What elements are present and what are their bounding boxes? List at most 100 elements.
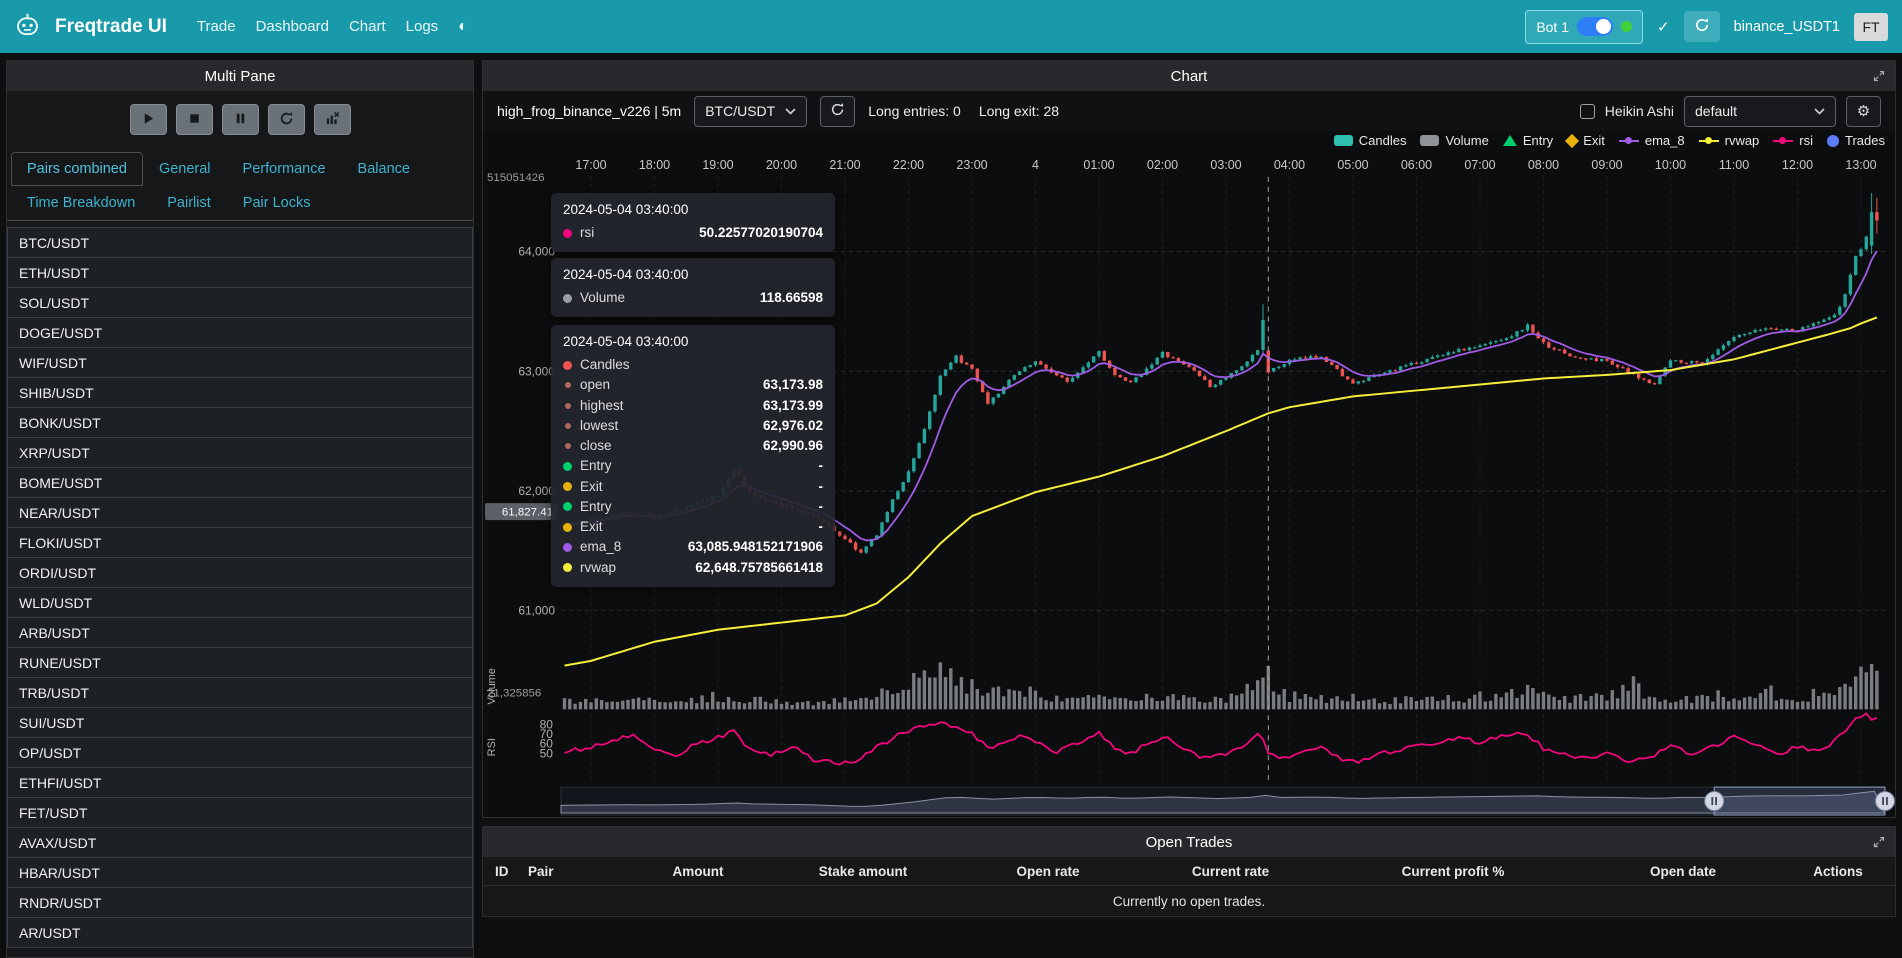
bot-reload-config-button[interactable] bbox=[267, 104, 305, 135]
pair-item-near-usdt[interactable]: NEAR/USDT bbox=[7, 497, 473, 528]
tab-pair-locks[interactable]: Pair Locks bbox=[242, 195, 311, 211]
nav-handle-left[interactable] bbox=[1704, 791, 1725, 812]
pair-item-floki-usdt[interactable]: FLOKI/USDT bbox=[7, 527, 473, 558]
tooltip-value: 63,085.948152171906 bbox=[687, 539, 823, 555]
bot-selector[interactable]: Bot 1 bbox=[1525, 9, 1644, 44]
tab-general[interactable]: General bbox=[158, 161, 211, 177]
nav-link-logs[interactable]: Logs bbox=[405, 18, 439, 35]
svg-text:10:00: 10:00 bbox=[1655, 158, 1686, 172]
pair-item-ar-usdt[interactable]: AR/USDT bbox=[7, 917, 473, 948]
legend-item-candles[interactable]: Candles bbox=[1333, 133, 1406, 148]
heikin-ashi-checkbox[interactable] bbox=[1579, 103, 1595, 119]
legend-item-exit[interactable]: Exit bbox=[1565, 133, 1605, 148]
tooltip-row-close: close 62,990.96 bbox=[563, 436, 823, 456]
open-trades-panel: Open Trades ID Pair Amount Stake amount Open… bbox=[482, 826, 1896, 917]
refresh-chart-button[interactable] bbox=[820, 95, 856, 127]
pair-item-trb-usdt[interactable]: TRB/USDT bbox=[7, 677, 473, 708]
pair-item-xrp-usdt[interactable]: XRP/USDT bbox=[7, 437, 473, 468]
navigator-window[interactable] bbox=[1713, 786, 1886, 816]
legend-item-rsi[interactable]: rsi bbox=[1773, 133, 1813, 148]
bot-pause-button[interactable] bbox=[221, 104, 259, 135]
pair-item-sol-usdt[interactable]: SOL/USDT bbox=[7, 287, 473, 318]
long-entries-label: Long entries: 0 bbox=[868, 103, 961, 119]
chart-title: Chart bbox=[1170, 67, 1208, 85]
pair-select[interactable]: BTC/USDT bbox=[694, 95, 808, 127]
pair-item-eth-usdt[interactable]: ETH/USDT bbox=[7, 257, 473, 288]
bot-toggle[interactable] bbox=[1577, 17, 1614, 36]
col-id: ID bbox=[495, 863, 509, 879]
legend-item-entry[interactable]: Entry bbox=[1502, 133, 1553, 148]
tab-performance[interactable]: Performance bbox=[242, 161, 326, 177]
legend-swatch-exit bbox=[1565, 133, 1580, 148]
plot-settings-button[interactable]: ⚙ bbox=[1846, 95, 1881, 127]
nav-link-chart[interactable]: Chart bbox=[348, 18, 386, 35]
pair-item-wif-usdt[interactable]: WIF/USDT bbox=[7, 347, 473, 378]
pair-item-ordi-usdt[interactable]: ORDI/USDT bbox=[7, 557, 473, 588]
tab-time-breakdown[interactable]: Time Breakdown bbox=[27, 195, 136, 211]
bot-stop-button[interactable] bbox=[175, 104, 213, 135]
nav-link-trade[interactable]: Trade bbox=[196, 18, 236, 35]
svg-text:02:00: 02:00 bbox=[1147, 158, 1178, 172]
nav-link-dashboard[interactable]: Dashboard bbox=[255, 18, 329, 35]
expand-panel-icon[interactable] bbox=[1873, 69, 1885, 86]
open-trades-table-header: ID Pair Amount Stake amount Open rate Current… bbox=[483, 857, 1895, 886]
chart-canvas[interactable]: 17:00 18:00 19:00 20:00 21:00 22:00 23:00 4 01:0… bbox=[483, 131, 1895, 817]
open-trades-header: Open Trades bbox=[483, 827, 1895, 857]
tooltip-row-rvwap: rvwap 62,648.75785661418 bbox=[563, 558, 823, 578]
pair-item-bome-usdt[interactable]: BOME/USDT bbox=[7, 467, 473, 498]
pair-item-bonk-usdt[interactable]: BONK/USDT bbox=[7, 407, 473, 438]
avatar[interactable]: FT bbox=[1854, 12, 1888, 41]
tooltip-value: - bbox=[818, 458, 824, 474]
series-dot bbox=[563, 542, 572, 552]
pair-item-rndr-usdt[interactable]: RNDR/USDT bbox=[7, 887, 473, 918]
candlestick-chart[interactable]: 17:00 18:00 19:00 20:00 21:00 22:00 23:00 4 01:0… bbox=[483, 131, 1895, 817]
pair-item-wld-usdt[interactable]: WLD/USDT bbox=[7, 587, 473, 618]
price-axis-labels: 64,000 63,000 62,000 61,000 515051426 21,3258… bbox=[486, 172, 555, 705]
pair-item-btc-usdt[interactable]: BTC/USDT bbox=[7, 227, 473, 258]
legend-item-volume[interactable]: Volume bbox=[1420, 133, 1489, 148]
series-dot bbox=[563, 461, 572, 471]
svg-text:03:00: 03:00 bbox=[1210, 158, 1241, 172]
svg-text:61,827.41: 61,827.41 bbox=[502, 507, 553, 519]
heikin-ashi-label: Heikin Ashi bbox=[1604, 103, 1674, 119]
pair-item-op-usdt[interactable]: OP/USDT bbox=[7, 737, 473, 768]
tooltip-label: Exit bbox=[580, 478, 603, 494]
bot-start-button[interactable] bbox=[129, 104, 167, 135]
pair-item-sui-usdt[interactable]: SUI/USDT bbox=[7, 707, 473, 738]
bot-controls bbox=[7, 91, 473, 144]
gear-icon: ⚙ bbox=[1856, 103, 1871, 120]
legend-item-trades[interactable]: Trades bbox=[1827, 133, 1885, 148]
multi-pane-title: Multi Pane bbox=[204, 67, 276, 85]
legend-swatch-entry bbox=[1502, 135, 1517, 146]
tab-pairs-combined[interactable]: Pairs combined bbox=[11, 152, 143, 186]
legend-item-rvwap[interactable]: rvwap bbox=[1698, 133, 1759, 148]
pair-item-arb-usdt[interactable]: ARB/USDT bbox=[7, 617, 473, 648]
pair-item-fet-usdt[interactable]: FET/USDT bbox=[7, 797, 473, 828]
col-open-date: Open date bbox=[1649, 863, 1716, 879]
tab-pairlist[interactable]: Pairlist bbox=[167, 195, 211, 211]
pair-item-hbar-usdt[interactable]: HBAR/USDT bbox=[7, 857, 473, 888]
pair-item-ethfi-usdt[interactable]: ETHFI/USDT bbox=[7, 767, 473, 798]
tab-balance[interactable]: Balance bbox=[357, 161, 410, 177]
plot-config-select[interactable]: default bbox=[1684, 95, 1836, 127]
chart-tooltip-2: 2024-05-04 03:40:00 Candles open 63,173.98 h… bbox=[551, 325, 835, 587]
reload-bot-button[interactable] bbox=[1683, 11, 1720, 42]
pair-item-doge-usdt[interactable]: DOGE/USDT bbox=[7, 317, 473, 348]
tooltip-label: highest bbox=[580, 397, 624, 413]
expand-panel-icon[interactable] bbox=[1873, 835, 1885, 852]
navigator[interactable] bbox=[560, 786, 1895, 816]
svg-text:61,000: 61,000 bbox=[518, 604, 555, 618]
legend-item-ema-8[interactable]: ema_8 bbox=[1618, 133, 1685, 148]
pair-item-rune-usdt[interactable]: RUNE/USDT bbox=[7, 647, 473, 678]
theme-toggle-icon[interactable]: ◐ bbox=[458, 17, 468, 35]
col-actions: Actions bbox=[1813, 863, 1863, 879]
tooltip-row-open: open 63,173.98 bbox=[563, 375, 823, 395]
legend-label: Volume bbox=[1445, 133, 1489, 148]
exchange-label: binance_USDT1 bbox=[1733, 18, 1840, 35]
nav-handle-right[interactable] bbox=[1875, 791, 1895, 812]
svg-text:05:00: 05:00 bbox=[1337, 158, 1368, 172]
bot-force-exit-button[interactable] bbox=[313, 104, 351, 135]
pair-item-avax-usdt[interactable]: AVAX/USDT bbox=[7, 827, 473, 858]
pair-item-shib-usdt[interactable]: SHIB/USDT bbox=[7, 377, 473, 408]
